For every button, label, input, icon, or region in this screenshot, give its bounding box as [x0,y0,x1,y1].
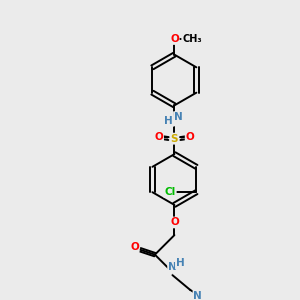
Text: O: O [130,242,139,252]
Text: Cl: Cl [164,187,175,197]
Text: N: N [168,262,177,272]
Text: O: O [170,34,179,44]
Text: H: H [164,116,173,126]
Text: O: O [154,132,163,142]
Text: N: N [194,291,202,300]
Text: O: O [186,132,194,142]
Text: S: S [171,134,178,143]
Text: H: H [176,258,184,268]
Text: CH₃: CH₃ [182,34,202,44]
Text: N: N [174,112,183,122]
Text: O: O [170,218,179,227]
